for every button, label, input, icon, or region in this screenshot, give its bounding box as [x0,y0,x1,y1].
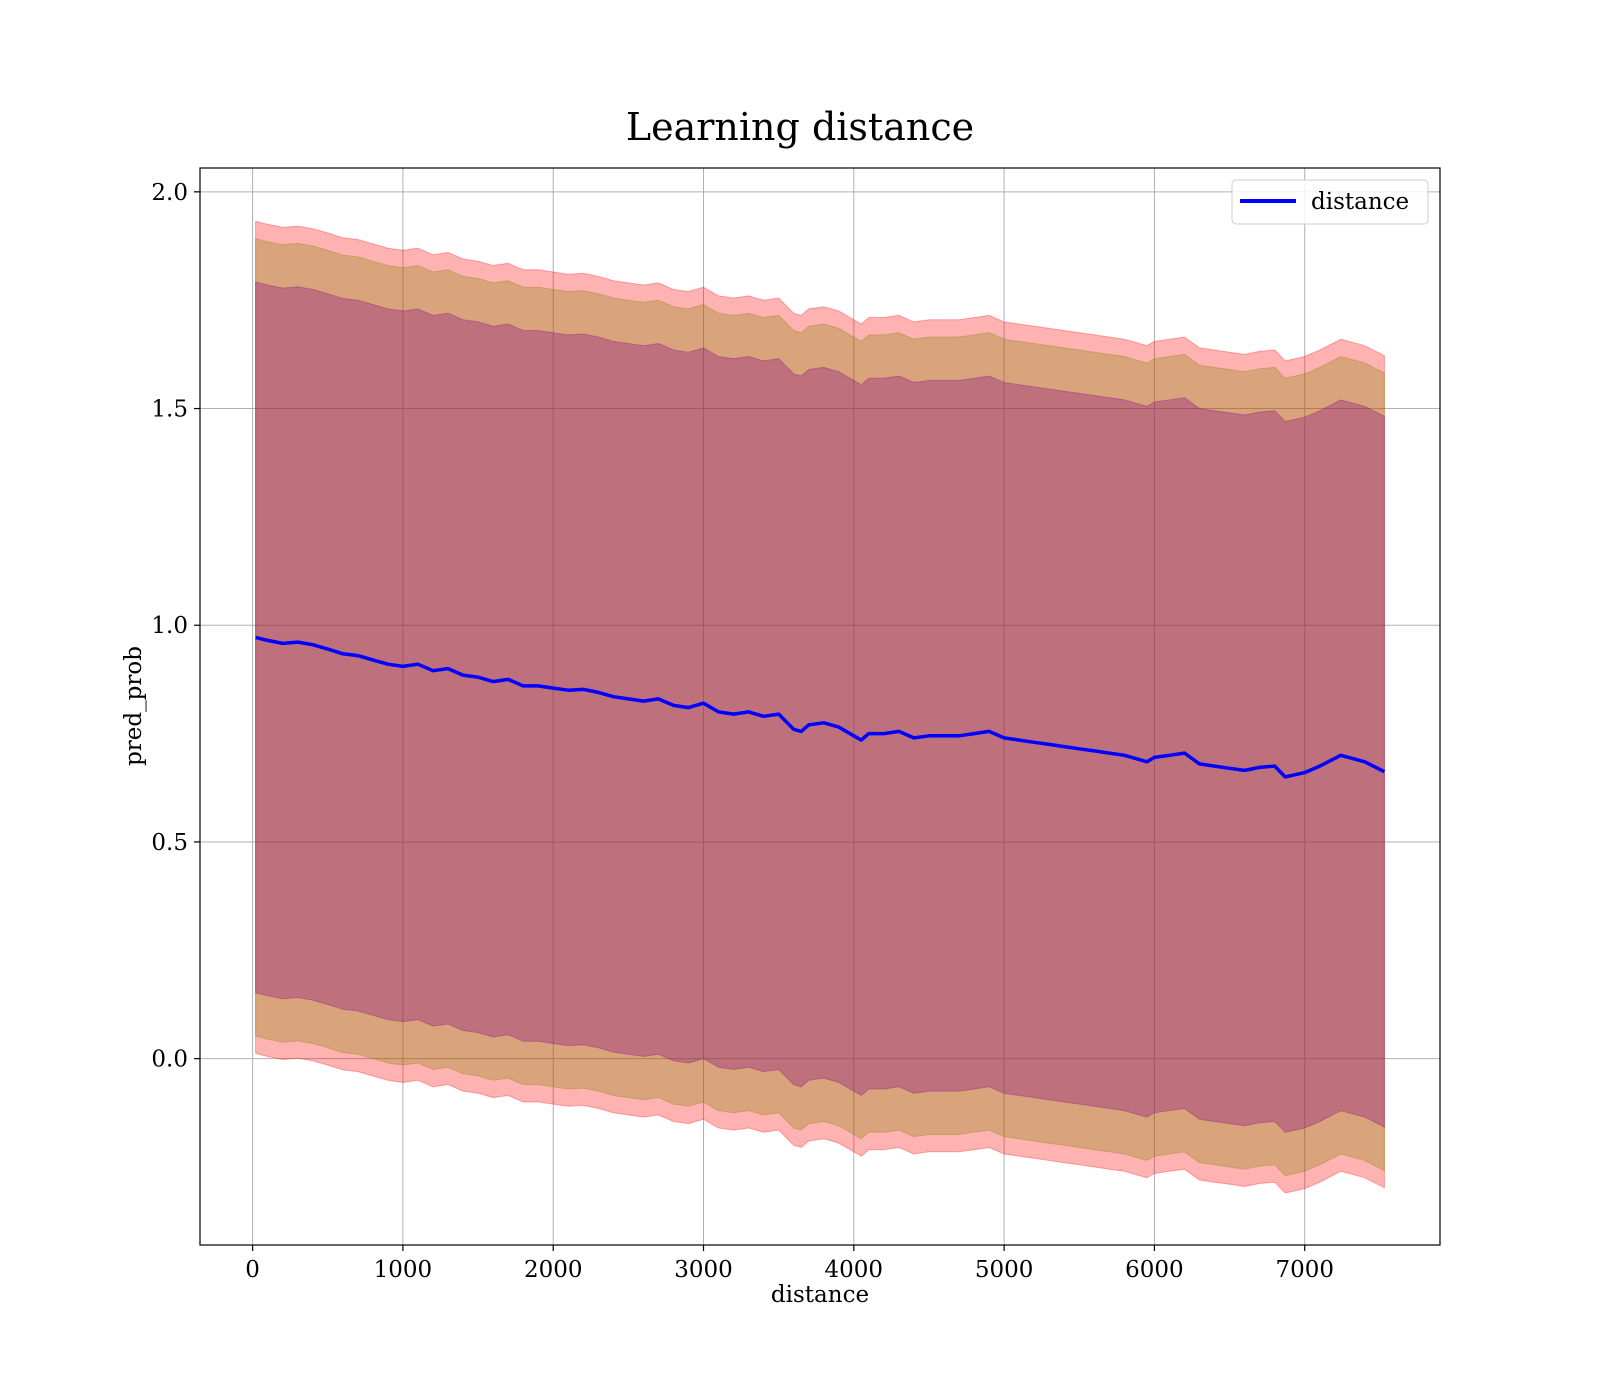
y-tick-label: 0.0 [151,1047,188,1073]
y-tick-label: 1.0 [151,613,188,639]
x-tick-label: 2000 [524,1257,583,1283]
x-tick-label: 6000 [1125,1257,1184,1283]
x-tick-label: 5000 [975,1257,1034,1283]
x-tick-label: 3000 [674,1257,733,1283]
legend-label-distance: distance [1311,189,1409,215]
y-tick-label: 0.5 [151,830,188,856]
axis-ticks: 0 1000 2000 3000 4000 5000 6000 7000 0.0 0.5 1.0 1.… [151,180,1334,1283]
x-tick-label: 7000 [1275,1257,1334,1283]
middle-band [255,237,1385,1177]
legend: distance [1231,179,1429,225]
confidence-bands [255,220,1385,1194]
outer-band [255,220,1385,1194]
y-axis-label: pred_prob [121,646,147,766]
x-tick-label: 4000 [825,1257,884,1283]
x-tick-label: 0 [245,1257,260,1283]
plot-frame [199,167,1441,1246]
x-tick-label: 1000 [374,1257,433,1283]
series-lines [255,635,1386,779]
legend-box [1231,179,1429,225]
inner-band [255,281,1385,1133]
series-line-distance [255,635,1386,779]
y-tick-label: 2.0 [151,180,188,206]
chart-title: Learning distance [626,105,974,149]
y-tick-label: 1.5 [151,397,188,423]
x-axis-label: distance [771,1282,869,1308]
